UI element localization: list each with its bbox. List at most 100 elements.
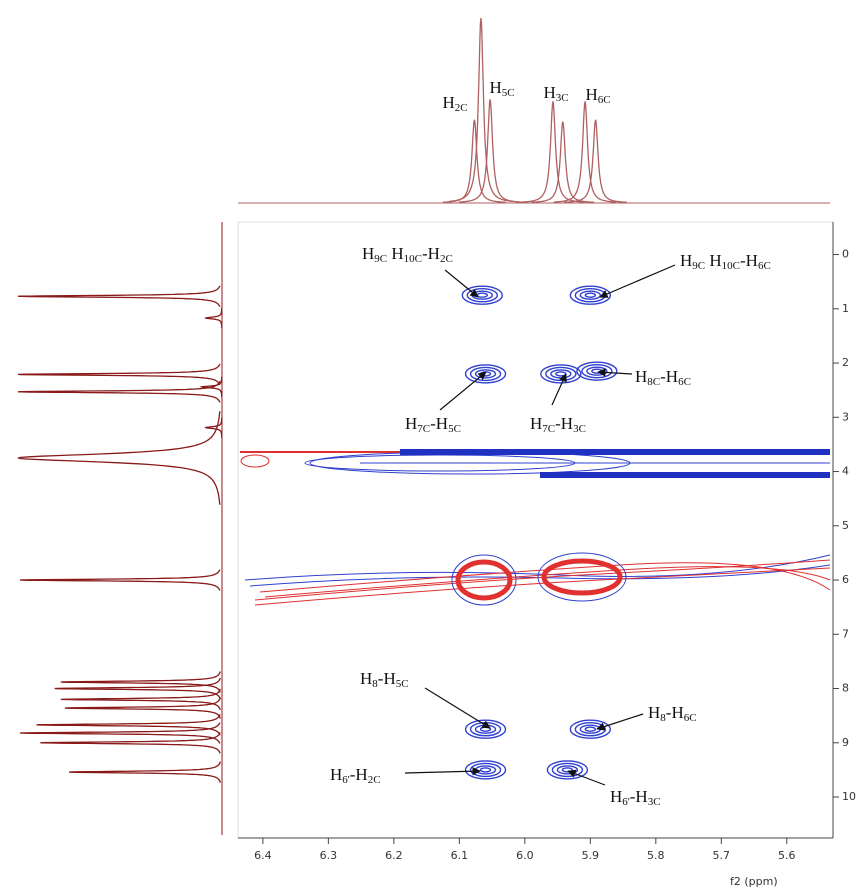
cross-peak xyxy=(576,361,618,381)
left-peak xyxy=(19,722,221,744)
contour xyxy=(474,724,497,734)
annotation: H8-H5C xyxy=(360,669,409,690)
annotation-arrow xyxy=(439,371,487,411)
contour xyxy=(464,364,507,384)
contour xyxy=(579,290,602,300)
y-tick-label: 1 xyxy=(842,302,849,315)
label-part: H xyxy=(610,787,622,806)
annotation-arrow xyxy=(424,687,491,729)
contour xyxy=(469,762,502,778)
annotation: H8-H6C xyxy=(648,703,697,724)
label-part: 9C xyxy=(374,253,387,265)
left-peak xyxy=(19,569,221,591)
annotation: H7C-H5C xyxy=(405,414,461,435)
contour xyxy=(469,366,502,382)
label-part: H xyxy=(489,78,501,97)
annotation: H9C H10C-H6C xyxy=(680,251,771,272)
label-part: H xyxy=(330,765,342,784)
label-part: -H xyxy=(350,765,368,784)
left-peak xyxy=(17,411,221,505)
peak-label: H5C xyxy=(489,78,514,99)
contour xyxy=(474,369,497,379)
label-part: -H xyxy=(422,244,440,263)
top-peak xyxy=(458,99,522,203)
label-part: H xyxy=(680,251,692,270)
cross-peak xyxy=(569,719,612,739)
contour xyxy=(555,371,567,377)
x-tick-label: 5.9 xyxy=(582,849,600,862)
label-part: H xyxy=(405,414,417,433)
diagonal-band xyxy=(244,552,831,606)
label-part: 6C xyxy=(758,260,771,272)
contour xyxy=(479,767,492,773)
x-tick-label: 6.2 xyxy=(385,849,403,862)
y-tick-label: 0 xyxy=(842,248,849,261)
label-part: H xyxy=(585,85,597,104)
y-tick-label: 4 xyxy=(842,465,849,478)
label-part: H xyxy=(635,367,647,386)
top-peak xyxy=(564,119,627,203)
label-part: 5C xyxy=(448,423,461,435)
label-part: 7C xyxy=(417,423,430,435)
label-part: -H xyxy=(666,703,684,722)
left-peak xyxy=(68,761,221,783)
cross-peak xyxy=(540,364,582,384)
contour xyxy=(474,765,497,775)
left-peak xyxy=(204,307,223,329)
y-tick-label: 3 xyxy=(842,410,849,423)
x-tick-label: 6.4 xyxy=(254,849,272,862)
annotation: H6'-H2C xyxy=(330,765,381,786)
cross-peak xyxy=(464,364,507,384)
label-part: H xyxy=(360,669,372,688)
label-part: 6' xyxy=(342,774,350,786)
left-peak xyxy=(40,731,221,754)
x-tick-label: 6.0 xyxy=(516,849,534,862)
label-part: 6C xyxy=(598,94,611,106)
left-peak xyxy=(60,688,221,711)
peak-label: H2C xyxy=(442,93,467,114)
y-tick-label: 9 xyxy=(842,736,849,749)
left-peak xyxy=(54,677,221,700)
annotation-arrow xyxy=(444,269,479,298)
y-tick-label: 5 xyxy=(842,519,849,532)
label-part: 10C xyxy=(722,260,740,272)
label-part: 2C xyxy=(440,253,453,265)
label-part: 8C xyxy=(647,376,660,388)
y-tick-label: 7 xyxy=(842,627,849,640)
contour xyxy=(550,369,572,379)
label-part: -H xyxy=(740,251,758,270)
annotation: H7C-H3C xyxy=(530,414,586,435)
label-part: 3C xyxy=(648,796,661,808)
y-tick-label: 10 xyxy=(842,790,856,803)
contour xyxy=(569,719,612,739)
solvent-streak xyxy=(240,449,830,478)
x-tick-label: 5.6 xyxy=(778,849,796,862)
label-part: -H xyxy=(660,367,678,386)
left-peak xyxy=(17,381,221,403)
x-tick-label: 5.8 xyxy=(647,849,665,862)
label-part: H xyxy=(442,93,454,112)
top-peak xyxy=(449,17,513,203)
left-peak xyxy=(60,671,221,693)
contour xyxy=(561,767,574,773)
top-peak xyxy=(531,121,595,203)
label-part: 3C xyxy=(573,423,586,435)
left-peak xyxy=(64,697,221,719)
y-tick-label: 8 xyxy=(842,682,849,695)
contour xyxy=(581,363,613,379)
label-part: 6C xyxy=(678,376,691,388)
contour xyxy=(569,285,612,305)
label-part: 5C xyxy=(502,87,515,99)
contour xyxy=(466,288,498,303)
label-part: 6' xyxy=(622,796,630,808)
contour xyxy=(586,366,608,376)
label-part: -H xyxy=(630,787,648,806)
top-peak xyxy=(443,119,506,203)
peak-label: H3C xyxy=(543,83,568,104)
annotation: H8C-H6C xyxy=(635,367,691,388)
top-peak xyxy=(553,101,617,203)
y-tick-label: 6 xyxy=(842,573,849,586)
label-part: 8 xyxy=(660,712,666,724)
contour xyxy=(556,765,579,775)
label-part: H xyxy=(362,244,374,263)
